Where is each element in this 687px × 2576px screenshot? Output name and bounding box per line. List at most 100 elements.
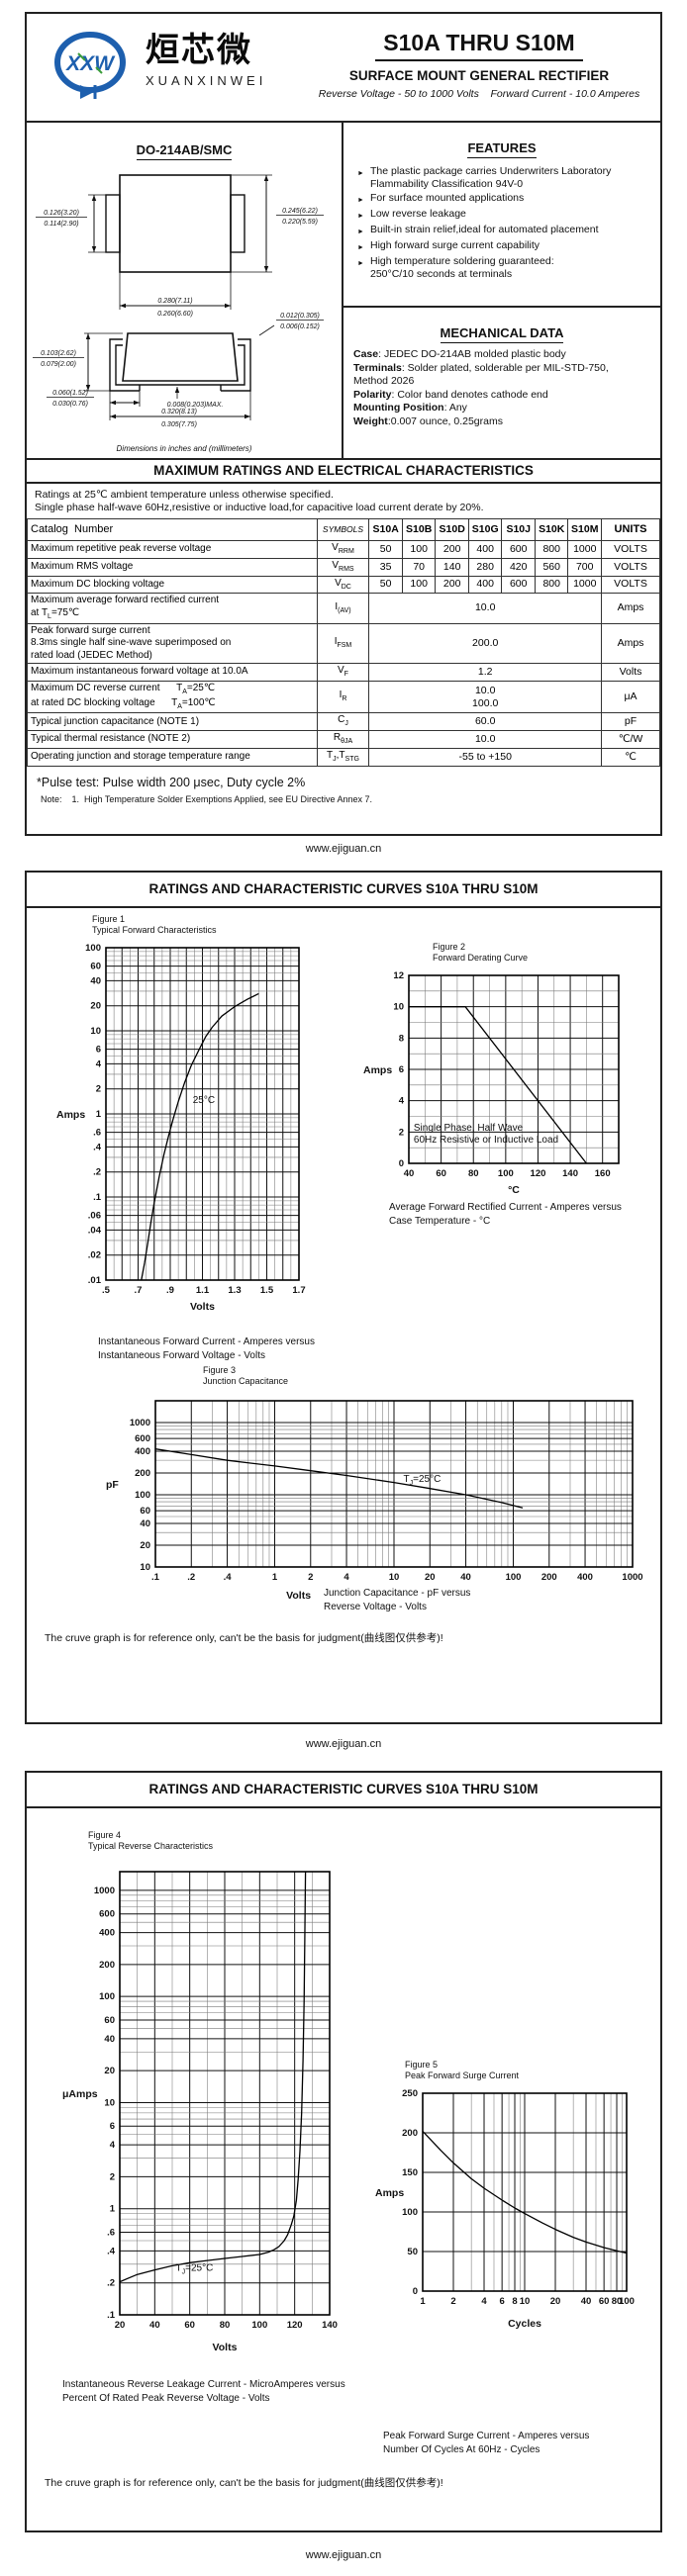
ratings-band-title: MAXIMUM RATINGS AND ELECTRICAL CHARACTER…: [27, 460, 660, 484]
bullet-icon: ►: [357, 197, 364, 204]
svg-text:.6: .6: [107, 2228, 115, 2239]
svg-text:10: 10: [90, 1026, 101, 1037]
svg-text:.2: .2: [187, 1572, 195, 1583]
diode-icon: [80, 85, 94, 99]
svg-text:TJ=25°C: TJ=25°C: [176, 2262, 214, 2275]
svg-text:.9: .9: [166, 1285, 174, 1296]
feature-item: ► High forward surge current capability: [357, 239, 654, 254]
ratings-subtitle: Reverse Voltage - 50 to 1000 Volts Forwa…: [318, 88, 640, 100]
svg-text:0: 0: [413, 2286, 418, 2297]
table-row: Maximum instantaneous forward voltage at…: [27, 663, 660, 682]
svg-text:1000: 1000: [622, 1572, 642, 1583]
footer-url: www.ejiguan.cn: [305, 2549, 382, 2561]
svg-text:20: 20: [115, 2320, 126, 2331]
svg-text:100: 100: [85, 943, 101, 954]
svg-text:6: 6: [500, 2296, 505, 2307]
svg-text:40: 40: [404, 1168, 415, 1179]
svg-text:2: 2: [399, 1127, 404, 1138]
svg-text:.1: .1: [151, 1572, 160, 1583]
svg-text:60Hz Resistive or Inductive Lo: 60Hz Resistive or Inductive Load: [414, 1135, 558, 1146]
figure1-title: Figure 1 Typical Forward Characteristics: [92, 914, 217, 935]
svg-text:0.126(3.20): 0.126(3.20): [44, 210, 79, 217]
svg-text:.4: .4: [93, 1142, 102, 1152]
svg-text:600: 600: [99, 1909, 115, 1920]
svg-text:400: 400: [135, 1446, 150, 1457]
figure5-chart: 1 2 4 6 8 10 20 40 60 80 100 0 50 100 150 200 250 Cycles A…: [373, 2085, 644, 2338]
svg-text:.02: .02: [88, 1250, 101, 1261]
figure1-caption: Instantaneous Forward Current - Amperes …: [98, 1336, 315, 1361]
svg-text:0.006(0.152): 0.006(0.152): [280, 323, 320, 330]
fig4-plot: 20 40 60 80 100 120 140 1000 600 400 200 100 60 40 20 1…: [62, 1871, 338, 2353]
features-list: ► The plastic package carries Underwriter…: [344, 155, 660, 281]
svg-text:120: 120: [531, 1168, 546, 1179]
svg-text:60: 60: [599, 2296, 610, 2307]
svg-text:12: 12: [393, 970, 404, 981]
svg-text:0.103(2.62): 0.103(2.62): [41, 350, 76, 357]
svg-text:100: 100: [251, 2320, 267, 2331]
svg-text:1: 1: [96, 1109, 102, 1120]
svg-text:150: 150: [402, 2167, 418, 2178]
svg-text:120: 120: [287, 2320, 303, 2331]
svg-text:1.5: 1.5: [260, 1285, 274, 1296]
svg-text:.2: .2: [93, 1167, 101, 1178]
svg-text:100: 100: [402, 2207, 418, 2218]
features-title: FEATURES: [467, 140, 537, 158]
figure1-chart: .5 .7 .9 1.1 1.3 1.5 1.7 100 60 40 20 10 6 4 2 1 .6 .4 .2.…: [54, 938, 313, 1321]
svg-text:400: 400: [577, 1572, 593, 1583]
datasheet-page-3: RATINGS AND CHARACTERISTIC CURVES S10A T…: [25, 1771, 662, 2532]
svg-text:250: 250: [402, 2088, 418, 2099]
brand-name-cn: 烜芯微: [146, 32, 252, 69]
svg-text:2: 2: [110, 2171, 115, 2182]
svg-text:50: 50: [407, 2247, 418, 2257]
svg-text:2: 2: [308, 1572, 313, 1583]
mechanical-line: Case: JEDEC DO-214AB molded plastic body: [353, 348, 566, 360]
figure2-title: Figure 2 Forward Derating Curve: [433, 942, 529, 963]
package-column: DO-214AB/SMC 0.126(3.20) 0.114(2.90) 0.245…: [27, 123, 344, 458]
svg-text:8: 8: [399, 1033, 404, 1044]
svg-text:2: 2: [450, 2296, 455, 2307]
svg-text:1.7: 1.7: [292, 1285, 305, 1296]
svg-text:10: 10: [393, 1002, 404, 1013]
package-name: DO-214AB/SMC: [136, 142, 233, 160]
condition-line-1: Ratings at 25℃ ambient temperature unles…: [35, 489, 334, 501]
svg-text:80: 80: [612, 2296, 623, 2307]
svg-text:4: 4: [344, 1572, 349, 1583]
figure4-title: Figure 4 Typical Reverse Characteristics: [88, 1830, 214, 1851]
svg-text:.06: .06: [88, 1211, 101, 1222]
mechanical-line: Polarity: Color band denotes cathode end: [353, 388, 548, 401]
dimensions-note: Dimensions in inches and (millimeters): [116, 444, 252, 453]
svg-text:60: 60: [184, 2320, 195, 2331]
svg-text:400: 400: [99, 1928, 115, 1939]
brand-logo-block: XXW 烜芯微 XUANXINWEI: [52, 30, 266, 121]
svg-text:Amps: Amps: [363, 1064, 392, 1076]
svg-text:20: 20: [140, 1540, 150, 1551]
fig2-plot: 40 60 80 100 120 140 160 0 2 4 6 8 10 12 °C Amps Single …: [363, 970, 620, 1196]
part-range-title: S10A THRU S10M: [375, 30, 583, 61]
svg-text:.2: .2: [107, 2278, 115, 2289]
svg-text:20: 20: [425, 1572, 436, 1583]
svg-text:0.220(5.59): 0.220(5.59): [282, 219, 318, 226]
svg-text:10: 10: [140, 1562, 150, 1573]
reference-note: The cruve graph is for reference only, c…: [45, 1632, 443, 1644]
svg-text:.6: .6: [93, 1128, 101, 1139]
svg-text:6: 6: [399, 1064, 404, 1075]
product-type: SURFACE MOUNT GENERAL RECTIFIER: [348, 68, 610, 83]
svg-text:40: 40: [90, 975, 101, 986]
table-note: Note: 1. High Temperature Solder Exempti…: [41, 793, 373, 804]
svg-text:Cycles: Cycles: [508, 2318, 541, 2330]
pulse-test-note: *Pulse test: Pulse width 200 μsec, Duty …: [37, 775, 306, 789]
svg-text:TJ=25°C: TJ=25°C: [404, 1474, 442, 1487]
title-block: S10A THRU S10M SURFACE MOUNT GENERAL REC…: [316, 14, 642, 121]
mechanical-line: Weight:0.007 ounce, 0.25grams: [353, 414, 503, 427]
svg-text:200: 200: [99, 1960, 115, 1971]
svg-text:.1: .1: [93, 1192, 102, 1203]
reference-note: The cruve graph is for reference only, c…: [45, 2477, 443, 2489]
feature-item: ► Built-in strain relief,ideal for automa…: [357, 224, 654, 238]
svg-text:1: 1: [110, 2204, 116, 2215]
brand-logo-icon: XXW: [54, 32, 126, 99]
svg-text:°C: °C: [508, 1184, 520, 1196]
svg-text:40: 40: [104, 2034, 115, 2045]
svg-text:2: 2: [96, 1084, 101, 1095]
figure3-chart: .1 .2 .4 1 2 4 10 20 40 100 200 400 1000 1000 600 400 20…: [104, 1391, 644, 1610]
condition-line-2: Single phase half-wave 60Hz,resistive or…: [35, 502, 484, 513]
